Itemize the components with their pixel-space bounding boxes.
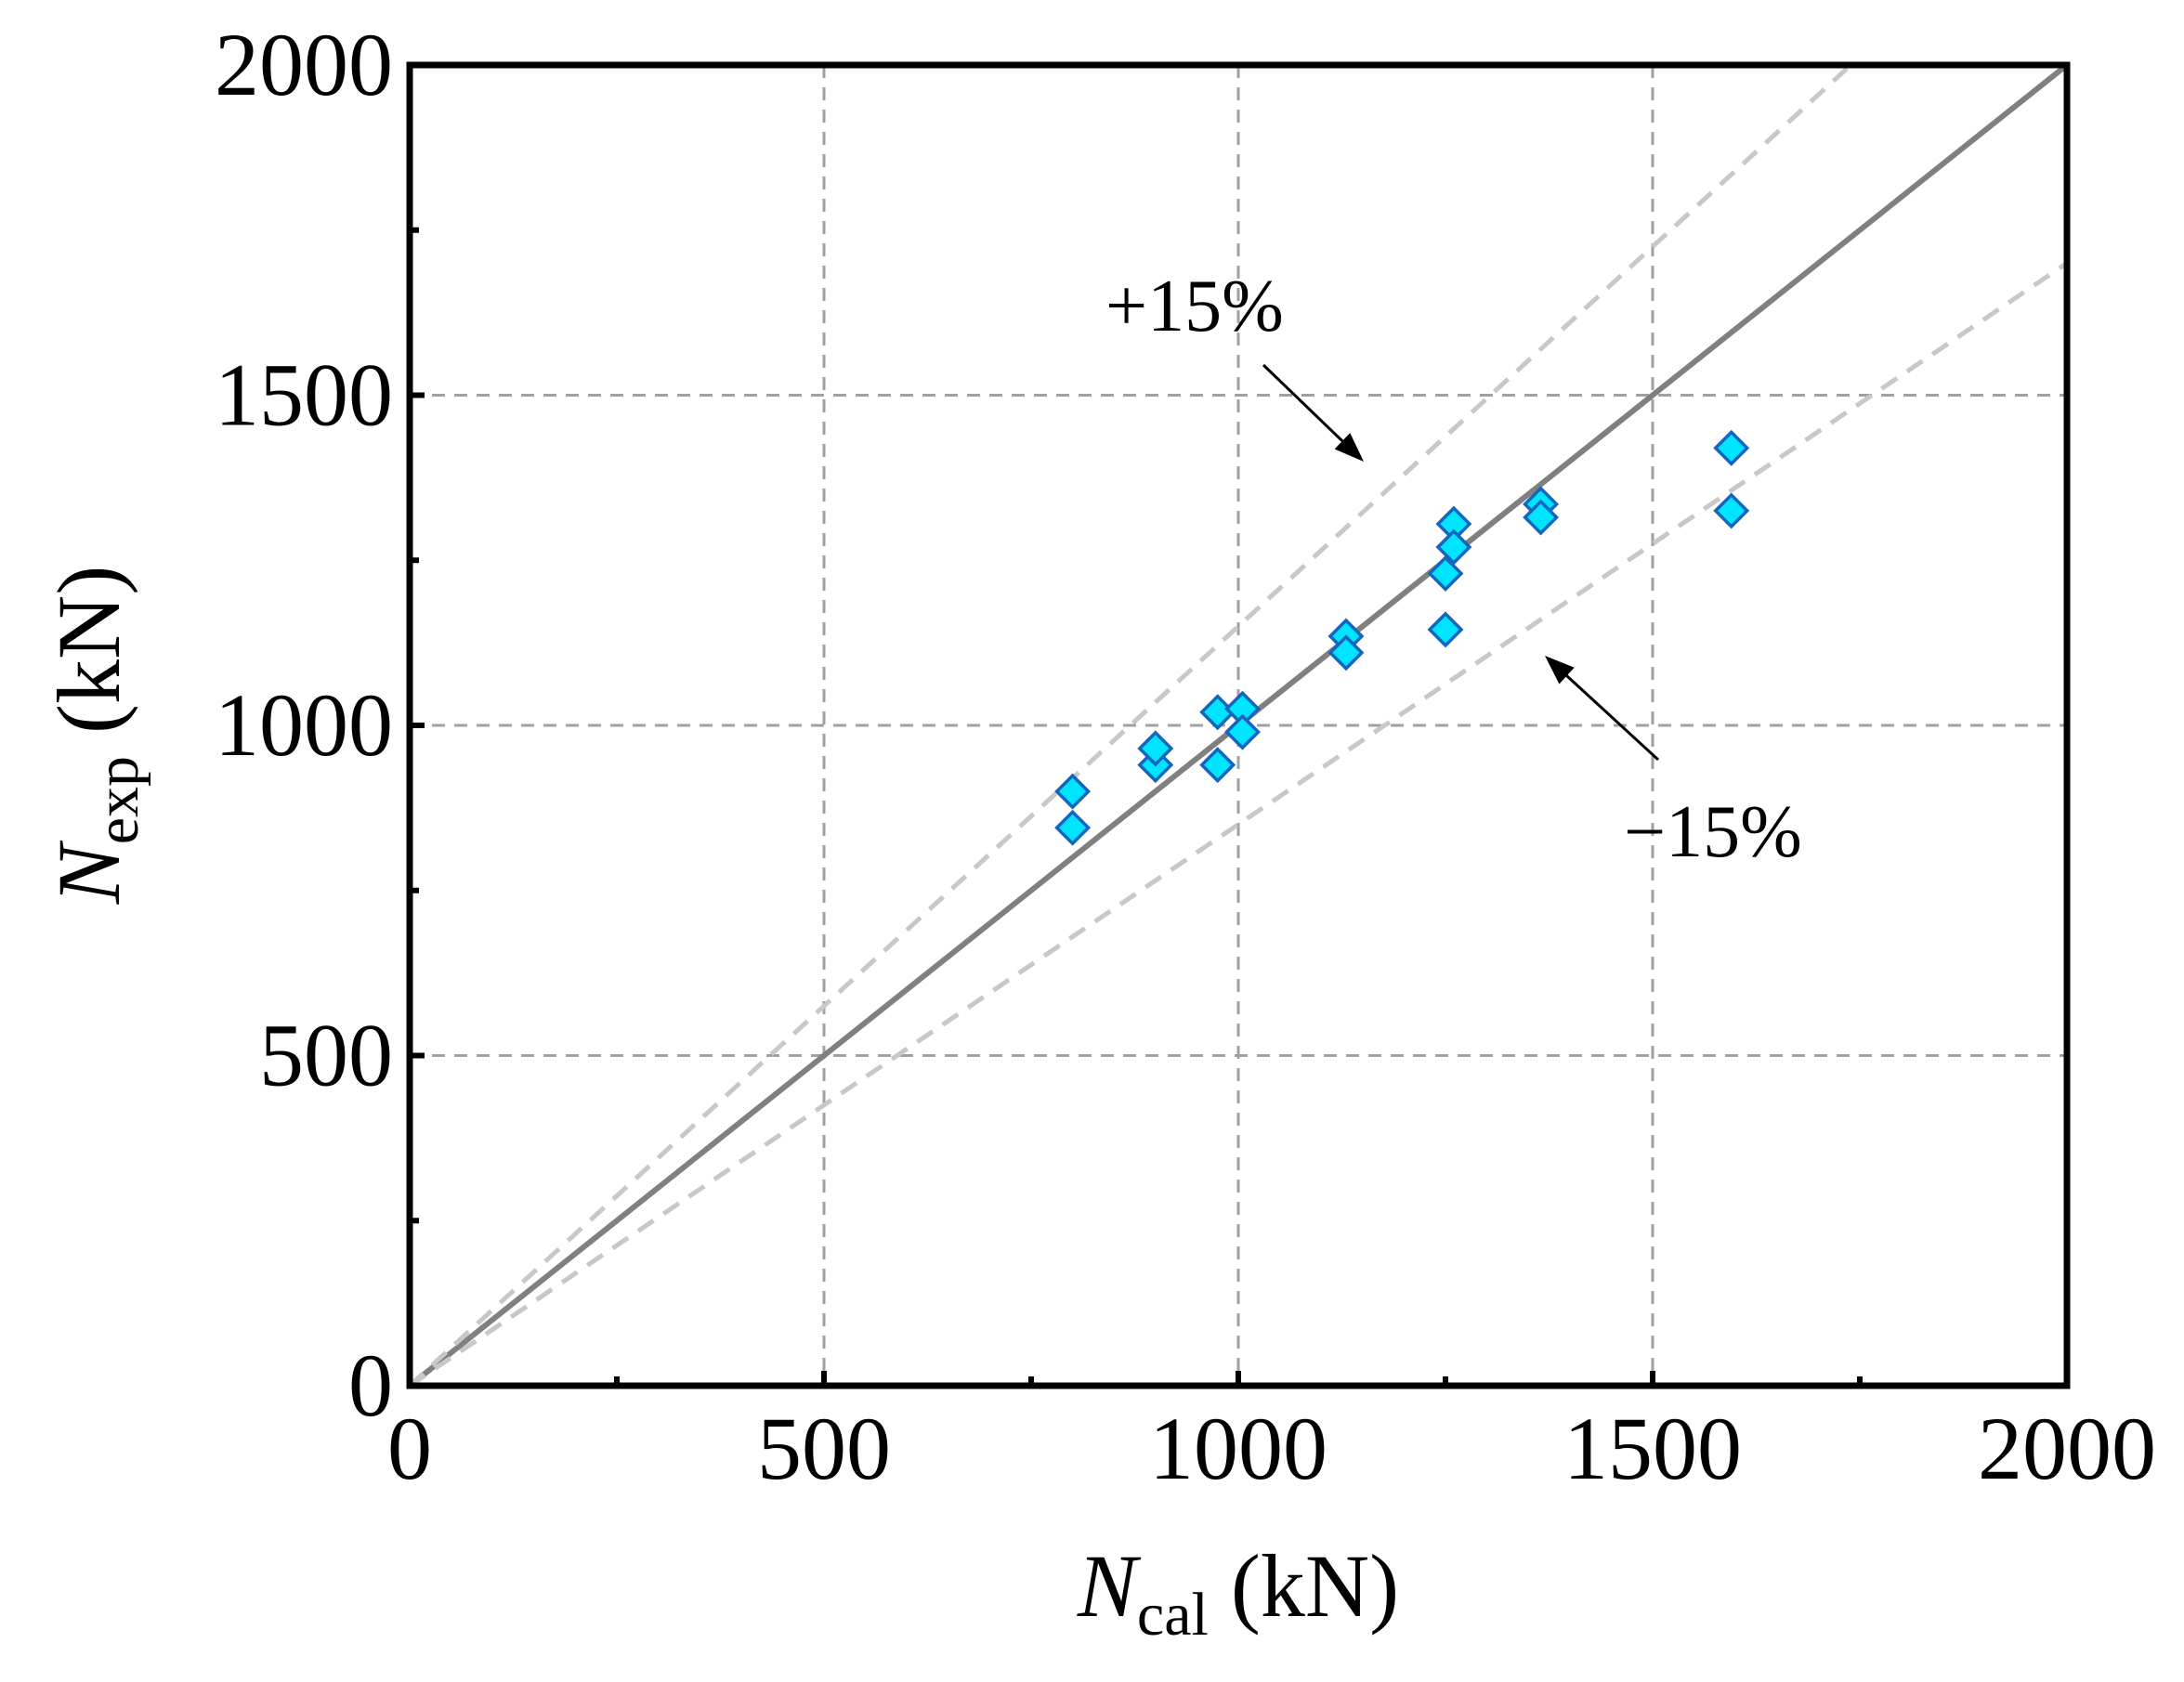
data-point-2: [1054, 809, 1092, 846]
arrow-minus-15-shaft: [1565, 674, 1660, 762]
y-axis-title-subscript: exp: [84, 756, 151, 844]
data-point-12: [1435, 528, 1472, 566]
y-tick-label-1000: 1000: [215, 675, 393, 775]
data-point-16: [1523, 499, 1560, 536]
y-tick-label-0: 0: [348, 1336, 393, 1435]
reference-line-minus-15: [408, 261, 2069, 1389]
arrow-minus-15-head: [1545, 656, 1575, 685]
x-tick-label-0: 0: [387, 1399, 432, 1498]
y-tick-label-2000: 2000: [215, 15, 393, 114]
data-point-8: [1223, 713, 1261, 750]
x-axis-title-subscript: cal: [1137, 1581, 1209, 1649]
y-tick-label-1500: 1500: [215, 346, 393, 445]
data-points: [1054, 429, 1750, 846]
arrow-plus-15-shaft: [1262, 363, 1343, 442]
axis-labels: 0 500 1000 1500 2000 0 500 1000 1500 2000 Ncal (kN…: [39, 15, 2156, 1649]
data-point-4: [1137, 730, 1174, 767]
y-axis-title: Nexp (kN): [39, 566, 151, 906]
x-axis-title-unit: (kN): [1209, 1536, 1399, 1636]
data-point-14: [1427, 611, 1464, 648]
arrow-plus-15: [1262, 363, 1364, 462]
data-point-17: [1713, 429, 1750, 466]
data-point-10: [1327, 634, 1365, 671]
y-axis-title-symbol: N: [39, 840, 138, 905]
arrow-plus-15-head: [1334, 433, 1364, 462]
reference-line-plus-15: [408, 63, 1852, 1388]
x-tick-label-1500: 1500: [1563, 1399, 1742, 1498]
annotations: +15% −15%: [1105, 266, 1802, 873]
data-point-13: [1427, 554, 1464, 592]
x-axis-title: Ncal (kN): [1077, 1536, 1399, 1649]
arrow-minus-15: [1545, 656, 1660, 762]
data-point-1: [1054, 773, 1092, 810]
x-tick-label-500: 500: [757, 1399, 891, 1498]
y-tick-label-500: 500: [259, 1006, 393, 1105]
label-plus-15: +15%: [1105, 266, 1284, 347]
axis-ticks: [407, 62, 2070, 1389]
label-minus-15: −15%: [1624, 791, 1802, 873]
x-tick-label-1000: 1000: [1149, 1399, 1327, 1498]
y-axis-title-unit: (kN): [39, 566, 138, 756]
x-tick-label-2000: 2000: [1978, 1399, 2156, 1498]
data-point-6: [1199, 747, 1236, 784]
x-axis-title-symbol: N: [1077, 1536, 1142, 1636]
data-point-18: [1713, 492, 1750, 529]
